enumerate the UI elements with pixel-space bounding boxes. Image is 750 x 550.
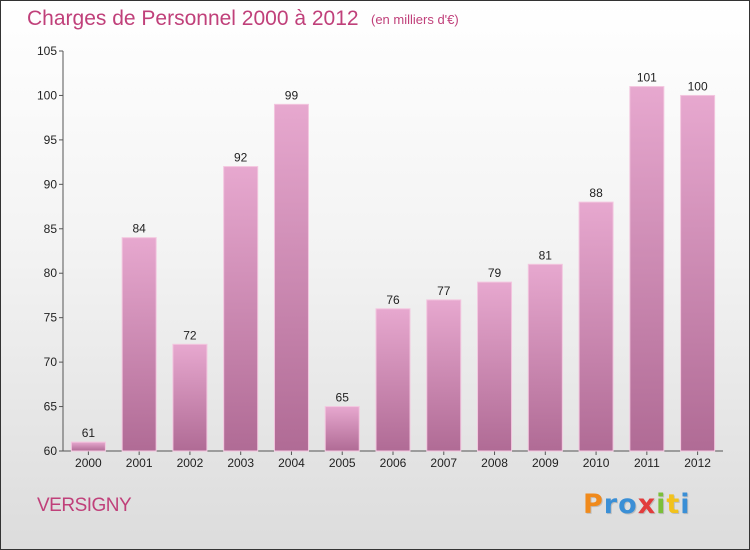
data-label-2008: 79: [488, 266, 502, 280]
y-tick-label: 95: [44, 133, 58, 147]
y-tick-label: 105: [37, 44, 57, 58]
data-label-2001: 84: [132, 222, 146, 236]
y-tick-label: 75: [44, 311, 58, 325]
data-label-2009: 81: [539, 248, 553, 262]
data-label-2000: 61: [82, 426, 96, 440]
location-label: VERSIGNY: [37, 495, 132, 516]
x-tick-label-2006: 2006: [380, 456, 407, 470]
data-label-2005: 65: [336, 391, 350, 405]
proxiti-logo[interactable]: Proxiti: [583, 489, 691, 520]
bar-2008: [477, 281, 513, 452]
bar-2000: [70, 441, 106, 452]
y-tick-label: 70: [44, 355, 58, 369]
x-tick-label-2012: 2012: [684, 456, 711, 470]
x-tick-label-2004: 2004: [278, 456, 305, 470]
data-label-2011: 101: [637, 71, 657, 85]
data-labels-group: 61 84 72 92 99 65 76 77 79 81 88 101 100: [82, 71, 708, 441]
x-tick-label-2005: 2005: [329, 456, 356, 470]
data-label-2004: 99: [285, 88, 299, 102]
bar-2010: [578, 201, 614, 452]
x-tick-label-2007: 2007: [430, 456, 457, 470]
y-tick-label: 60: [44, 444, 58, 458]
data-label-2012: 100: [688, 79, 708, 93]
x-tick-label-2001: 2001: [126, 456, 153, 470]
bar-2003: [223, 166, 259, 452]
x-tick-label-2002: 2002: [177, 456, 204, 470]
data-label-2002: 72: [183, 328, 197, 342]
data-label-2007: 77: [437, 284, 451, 298]
bar-2006: [375, 308, 411, 452]
bar-2011: [629, 86, 665, 452]
x-tick-label-2003: 2003: [227, 456, 254, 470]
data-label-2003: 92: [234, 151, 248, 165]
x-tick-label-2000: 2000: [75, 456, 102, 470]
x-tick-label-2010: 2010: [583, 456, 610, 470]
bar-2005: [324, 406, 360, 452]
x-tick-label-2011: 2011: [634, 456, 660, 470]
y-tick-label: 65: [44, 400, 58, 414]
y-tick-label: 85: [44, 222, 58, 236]
data-label-2006: 76: [386, 293, 400, 307]
data-label-2010: 88: [589, 186, 603, 200]
y-tick-label: 90: [44, 177, 58, 191]
y-tick-label: 100: [37, 88, 57, 102]
chart-title: Charges de Personnel 2000 à 2012: [27, 7, 359, 30]
chart-subtitle: (en milliers d'€): [371, 12, 459, 27]
x-tick-label-2008: 2008: [481, 456, 508, 470]
bar-2009: [527, 263, 563, 452]
bar-2004: [273, 103, 309, 452]
bar-2001: [121, 237, 157, 452]
bar-2002: [172, 343, 208, 452]
bar-2012: [680, 94, 716, 452]
bar-2007: [426, 299, 462, 452]
bars-group: [70, 86, 716, 452]
y-tick-label: 80: [44, 266, 58, 280]
x-tick-label-2009: 2009: [532, 456, 559, 470]
